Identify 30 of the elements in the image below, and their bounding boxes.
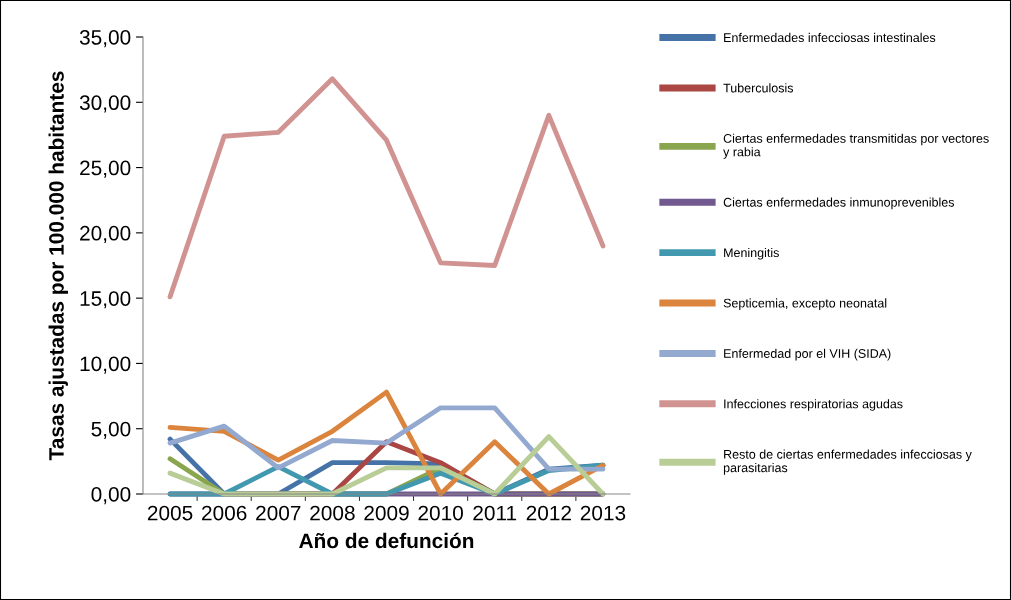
line-series <box>167 405 606 472</box>
x-tick-label: 2009 <box>364 505 409 521</box>
x-tick-label: 2011 <box>473 505 517 521</box>
y-tick-label: 10,00 <box>80 356 131 374</box>
x-tick-label: 2012 <box>526 505 571 521</box>
x-tick-label: 2008 <box>310 505 355 521</box>
legend-label: Meningitis <box>724 247 779 260</box>
y-tick-label: 25,00 <box>80 160 131 178</box>
x-tick-label: 2013 <box>580 505 626 521</box>
x-tick-label: 2007 <box>256 505 301 521</box>
legend-label: Infecciones respiratorias agudas <box>724 399 903 411</box>
y-tick-label: 35,00 <box>79 30 131 48</box>
y-tick-label: 0,00 <box>91 487 131 505</box>
line-series <box>167 76 606 300</box>
x-tick-label: 2006 <box>202 505 247 521</box>
legend-label: Septicemia, excepto neonatal <box>723 298 887 310</box>
y-axis-title: Tasas ajustadas por 100.000 habitantes <box>48 71 68 461</box>
legend-label: Tuberculosis <box>723 83 794 93</box>
y-tick-label: 15,00 <box>80 291 131 309</box>
x-axis-title: Año de defunción <box>299 532 474 549</box>
legend-label: Ciertas enfermedades inmunoprevenibles <box>723 197 955 210</box>
x-tick-label: 2005 <box>147 505 193 521</box>
y-tick-label: 5,00 <box>91 421 131 439</box>
legend-label: Ciertas enfermedades transmitidas por vectores y rabia <box>723 133 989 159</box>
y-tick-label: 20,00 <box>80 225 131 244</box>
legend-label: Enfermedad por el VIH (SIDA) <box>724 348 891 361</box>
x-tick-label: 2010 <box>418 505 463 521</box>
legend-label: Enfermedades infecciosas intestinales <box>724 32 936 43</box>
y-tick-label: 30,00 <box>79 95 131 113</box>
legend-label: Resto de ciertas enfermedades infecciosas y parasitarias <box>723 449 972 475</box>
